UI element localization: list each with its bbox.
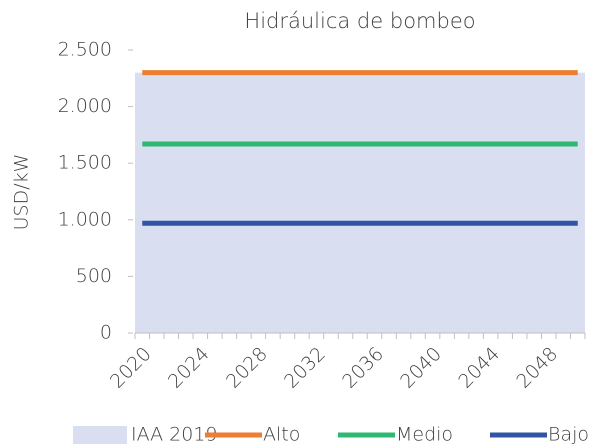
legend-label: IAA 2019 xyxy=(131,424,218,446)
x-tick-label: 2028 xyxy=(222,343,272,393)
y-tick-label: 2.000 xyxy=(58,95,112,117)
legend-swatch xyxy=(73,426,127,444)
y-axis-label: USD/kW xyxy=(11,154,33,231)
x-tick-label: 2040 xyxy=(396,343,446,393)
y-tick-label: 500 xyxy=(76,265,112,287)
area xyxy=(135,72,585,333)
y-tick-label: 0 xyxy=(100,322,112,344)
x-tick-label: 2048 xyxy=(512,343,562,393)
x-tick-label: 2020 xyxy=(106,343,156,393)
x-tick-label: 2036 xyxy=(338,343,388,393)
y-tick-label: 1.000 xyxy=(58,208,112,230)
y-tick-label: 1.500 xyxy=(58,152,112,174)
x-tick-label: 2044 xyxy=(454,343,504,393)
chart-title: Hidráulica de bombeo xyxy=(244,9,475,33)
x-tick-label: 2024 xyxy=(164,343,214,393)
legend-label: Medio xyxy=(396,424,453,446)
y-tick-label: 2.500 xyxy=(58,39,112,61)
legend-label: Alto xyxy=(263,424,300,446)
x-tick-label: 2032 xyxy=(280,343,330,393)
legend-label: Bajo xyxy=(548,424,589,446)
